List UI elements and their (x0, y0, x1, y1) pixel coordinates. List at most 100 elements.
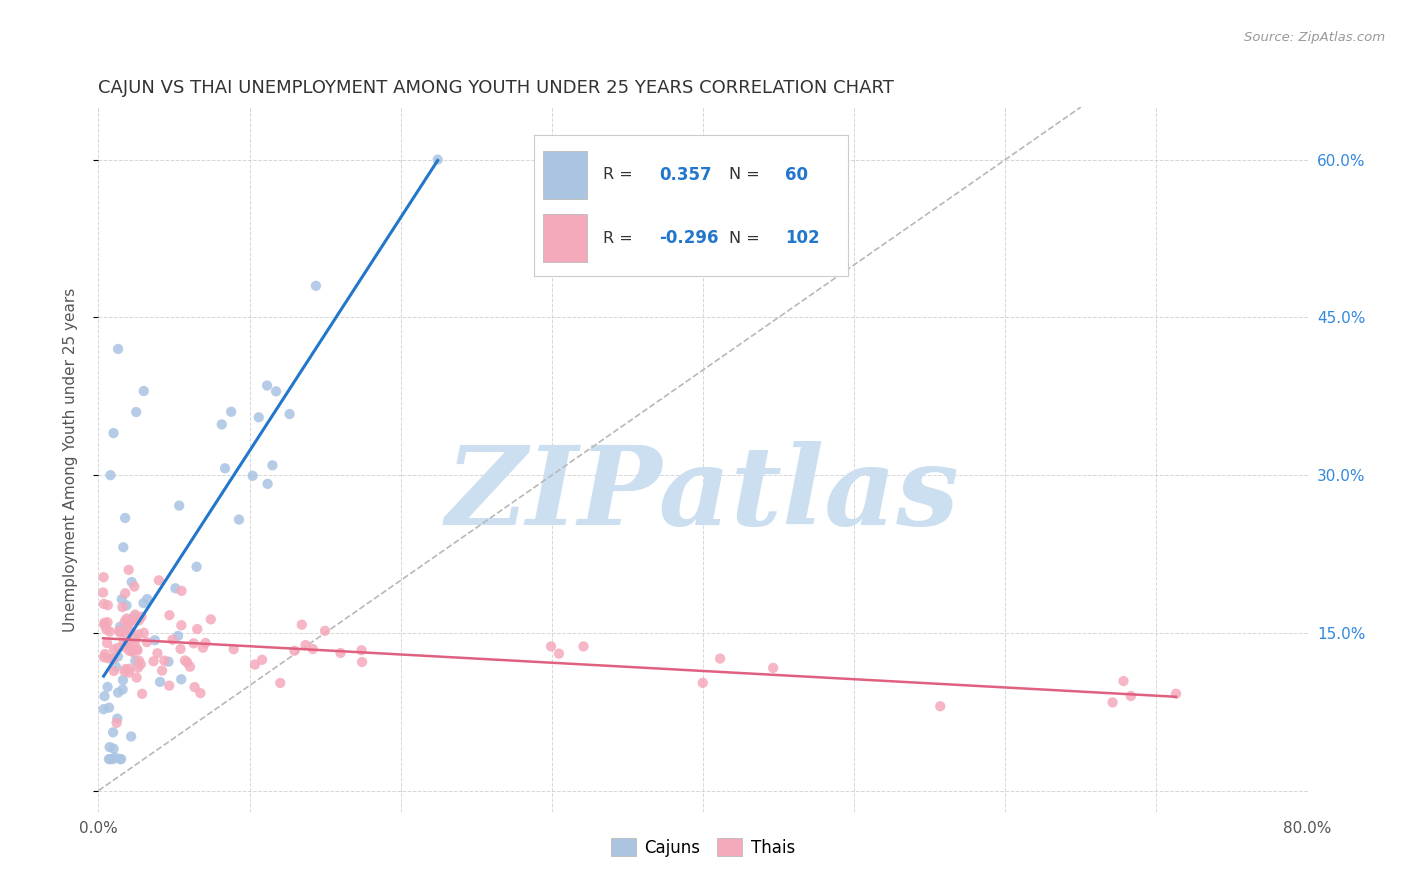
Point (97, 598, 120, 612)
Point (157, 655, 180, 669)
Point (305, 278, 328, 293)
Point (121, 643, 143, 657)
Point (247, 410, 270, 425)
Point (128, 627, 150, 641)
Point (93, 689, 115, 703)
Point (1164, 687, 1187, 701)
Point (124, 637, 146, 651)
Point (98, 752, 121, 766)
Point (540, 640, 562, 654)
Point (115, 611, 138, 625)
Point (174, 653, 197, 667)
Point (135, 635, 157, 649)
Point (190, 686, 212, 700)
Point (127, 643, 149, 657)
Point (136, 592, 159, 607)
Point (157, 608, 180, 623)
Point (242, 468, 264, 483)
Point (98, 624, 121, 639)
Point (214, 461, 236, 475)
Point (169, 642, 191, 657)
Point (108, 624, 131, 638)
Point (97, 651, 120, 665)
Point (98, 752, 121, 766)
Point (117, 616, 139, 631)
Point (111, 682, 134, 697)
Point (426, 153, 449, 167)
Point (124, 580, 146, 594)
Point (194, 636, 217, 650)
Point (115, 632, 138, 647)
Point (572, 640, 595, 654)
Point (132, 384, 155, 398)
Point (170, 618, 193, 632)
Point (101, 652, 124, 666)
Point (167, 499, 190, 513)
Point (129, 657, 152, 672)
Point (153, 654, 176, 668)
Point (118, 643, 141, 657)
Point (149, 674, 172, 689)
Point (93, 597, 115, 611)
Point (98, 700, 121, 714)
Legend: Cajuns, Thais: Cajuns, Thais (605, 831, 801, 863)
Point (107, 342, 129, 356)
Point (93, 570, 115, 584)
Point (127, 661, 149, 675)
Point (211, 417, 233, 432)
Point (105, 715, 128, 730)
Point (219, 405, 242, 419)
Point (121, 574, 143, 589)
Point (170, 583, 193, 598)
Point (262, 458, 284, 473)
Point (131, 687, 153, 701)
Point (128, 654, 150, 668)
Point (108, 620, 131, 634)
Point (291, 617, 314, 632)
Point (143, 633, 166, 648)
Point (114, 665, 136, 679)
Point (1101, 695, 1123, 709)
Point (115, 599, 138, 613)
Point (118, 624, 141, 638)
Point (103, 426, 125, 441)
Point (111, 592, 134, 607)
Point (762, 661, 785, 675)
Point (101, 725, 124, 739)
Point (122, 609, 145, 624)
Point (105, 712, 128, 726)
Point (110, 752, 132, 766)
Point (93, 650, 115, 665)
Point (186, 622, 208, 636)
Point (112, 540, 135, 554)
Point (103, 651, 125, 665)
Point (120, 613, 142, 627)
Point (150, 664, 173, 678)
Point (122, 645, 145, 659)
Point (108, 752, 131, 766)
Point (103, 642, 125, 657)
Point (124, 607, 146, 622)
Point (692, 676, 714, 690)
Point (125, 405, 148, 419)
Point (165, 581, 187, 595)
Point (142, 654, 165, 668)
Point (114, 615, 136, 629)
Point (124, 632, 146, 646)
Point (183, 636, 205, 650)
Point (132, 596, 155, 610)
Point (118, 662, 141, 676)
Point (228, 512, 250, 526)
Point (110, 625, 132, 640)
Point (96, 615, 118, 630)
Point (114, 511, 136, 525)
Point (121, 614, 143, 628)
Point (301, 642, 323, 657)
Point (329, 646, 352, 660)
Point (117, 637, 139, 651)
Point (243, 657, 266, 672)
Point (93, 618, 115, 632)
Point (96, 623, 118, 637)
Point (200, 612, 222, 626)
Point (125, 642, 148, 657)
